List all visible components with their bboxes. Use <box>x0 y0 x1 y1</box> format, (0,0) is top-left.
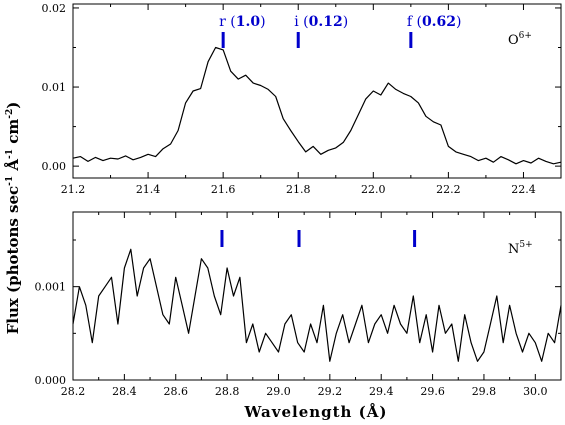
x-tick-label: 28.4 <box>112 385 137 398</box>
y-axis-title-main: Flux (photons sec <box>4 186 22 335</box>
line-marker-value: 0.62 <box>422 14 456 30</box>
y-tick-label: 0.001 <box>35 281 67 294</box>
x-tick-label: 28.2 <box>61 385 86 398</box>
x-tick-label: 29.6 <box>420 385 445 398</box>
y-tick-label: 0.00 <box>42 160 67 173</box>
y-axis-title-sup3: -2 <box>5 109 15 119</box>
x-tick-label: 28.6 <box>163 385 188 398</box>
x-tick-label: 29.8 <box>472 385 497 398</box>
line-marker-label: i (0.12) <box>294 14 348 30</box>
panel-o6-plus: 21.2 21.4 21.6 21.8 22.0 22.2 22.4 0.00 0.01 0.02… <box>42 2 562 196</box>
ion-label-charge: 6+ <box>519 31 532 41</box>
plot-frame <box>72 211 562 381</box>
line-marker-letter: r ( <box>219 14 236 30</box>
x-tick-label: 21.6 <box>211 183 236 196</box>
y-axis-title-end: ) <box>4 102 22 109</box>
x-tick-label: 21.2 <box>61 183 86 196</box>
line-marker-label: r (1.0) <box>219 14 265 30</box>
x-tick-label: 22.0 <box>361 183 386 196</box>
ion-label-base: O <box>508 33 519 48</box>
x-tick-label: 29.4 <box>369 385 394 398</box>
x-tick-label: 21.4 <box>136 183 161 196</box>
spectrum-line <box>72 46 562 165</box>
line-marker-value: 0.12 <box>309 14 343 30</box>
x-tick-label: 30.0 <box>523 385 548 398</box>
x-tick-label: 21.8 <box>286 183 311 196</box>
x-tick-label: 29.0 <box>266 385 291 398</box>
spectrum-line <box>72 248 562 362</box>
line-marker-close: ) <box>456 14 461 30</box>
y-axis-title-mid2: cm <box>4 119 22 149</box>
y-tick-label: 0.02 <box>42 2 67 15</box>
x-tick-label: 22.4 <box>511 183 536 196</box>
x-tick-label: 28.8 <box>215 385 240 398</box>
line-marker-value: 1.0 <box>236 14 261 30</box>
line-marker-label: f (0.62) <box>407 14 462 30</box>
y-tick-label: 0.01 <box>42 81 67 94</box>
y-tick-label: 0.000 <box>35 374 67 387</box>
ion-label-charge: 5+ <box>519 240 532 250</box>
y-axis-title-sup2: -1 <box>5 149 15 159</box>
ion-label: O6+ <box>508 31 532 48</box>
line-marker-close: ) <box>343 14 348 30</box>
ion-label-base: N <box>508 242 519 257</box>
line-marker-close: ) <box>260 14 265 30</box>
y-axis-title: Flux (photons sec-1 Å-1 cm-2) <box>4 102 22 335</box>
panel-n5-plus: 28.2 28.4 28.6 28.8 29.0 29.2 29.4 29.6 29.8 30.0… <box>35 211 562 398</box>
x-tick-label: 29.2 <box>318 385 343 398</box>
y-axis-title-mid1: Å <box>4 159 22 176</box>
plot-frame <box>72 3 562 179</box>
ion-label: N5+ <box>508 240 533 257</box>
line-marker-letter: i ( <box>294 14 308 30</box>
line-marker-letter: f ( <box>407 14 422 30</box>
y-axis-title-sup1: -1 <box>5 176 15 186</box>
x-axis-title: Wavelength (Å) <box>243 403 387 421</box>
x-tick-label: 22.2 <box>436 183 461 196</box>
